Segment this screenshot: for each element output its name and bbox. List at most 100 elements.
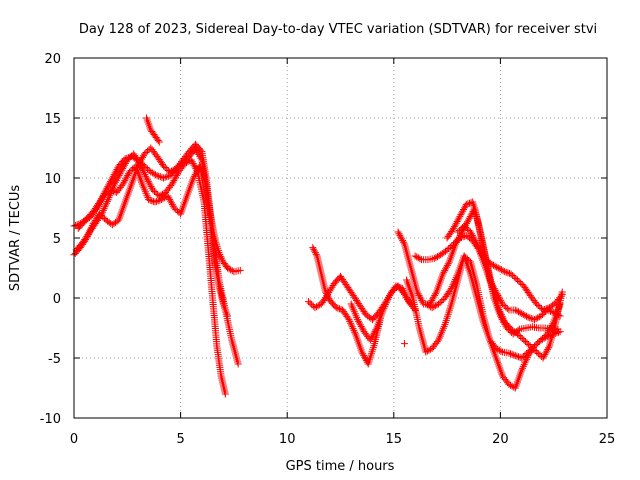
data-point [531,298,539,306]
data-point [395,230,403,238]
data-point [516,309,524,317]
data-point [311,249,319,257]
data-point [120,163,128,171]
data-point [396,231,404,239]
data-point [164,192,172,200]
data-point [502,303,510,311]
data-point [494,345,502,353]
data-point [521,338,529,345]
data-point [384,295,392,303]
data-point [521,311,529,319]
data-point [493,263,501,271]
data-point [334,304,342,312]
data-point [107,177,115,185]
data-point [466,213,474,221]
data-point [154,197,162,205]
data-point [494,291,502,299]
data-point [371,327,379,335]
data-point [111,180,119,188]
y-tick-label: -10 [40,412,61,427]
data-point [101,203,109,211]
data-point [99,206,107,214]
data-point [398,235,406,243]
x-axis-label: GPS time / hours [286,459,395,474]
data-point [556,328,564,336]
data-point [153,172,161,180]
data-point [150,170,158,178]
data-point [471,237,479,245]
data-point [155,172,163,180]
data-point [108,174,116,182]
data-point [190,161,198,169]
data-point [413,288,421,296]
data-point [187,156,195,164]
data-point [489,283,497,291]
data-point [497,297,505,305]
data-point [111,178,119,186]
data-point [170,204,178,212]
data-point [107,176,115,184]
data-point [457,225,465,233]
data-point [440,268,448,276]
data-point [511,352,519,360]
data-point [382,301,390,309]
data-point [122,175,130,183]
data-point [227,266,235,274]
data-point [145,196,153,204]
data-point [508,350,516,358]
data-point [113,165,121,173]
data-point [100,205,108,213]
data-point [537,336,545,344]
data-point [556,312,564,320]
data-point [446,243,454,251]
data-point [540,333,548,341]
data-point [306,299,314,307]
data-point [451,239,459,246]
data-point [463,255,471,263]
data-point [103,199,111,207]
data-point [430,254,438,262]
data-point [109,172,117,180]
data-point [465,199,473,207]
data-point [146,196,154,204]
data-point [188,158,196,166]
data-point [309,244,317,252]
data-point [310,245,318,253]
data-point [355,319,363,327]
series-arc-d [74,162,242,368]
data-point [140,150,148,158]
data-point [168,201,176,209]
data-point [106,186,114,194]
data-point [94,202,102,210]
data-point [509,272,517,279]
data-point [551,309,559,317]
data-point [368,333,376,341]
data-point [450,223,458,231]
data-point [510,351,518,359]
series-arc-e [142,114,163,146]
data-point [468,231,476,239]
data-point [167,199,175,207]
data-point [507,381,515,389]
data-point [521,359,529,367]
data-point [392,282,400,290]
data-point [139,153,147,161]
data-point [534,350,542,357]
data-point [518,366,526,374]
data-point [553,310,561,318]
data-point [102,201,110,209]
data-point [550,300,558,308]
data-point [400,340,408,348]
data-point [193,147,201,155]
data-point [534,339,542,347]
data-point [494,264,502,272]
data-point [221,390,229,398]
data-point [515,308,523,316]
data-point [150,188,158,195]
data-point [458,209,466,217]
data-point [493,290,501,298]
data-point [148,169,156,177]
data-point [507,350,515,358]
data-point [554,311,562,319]
